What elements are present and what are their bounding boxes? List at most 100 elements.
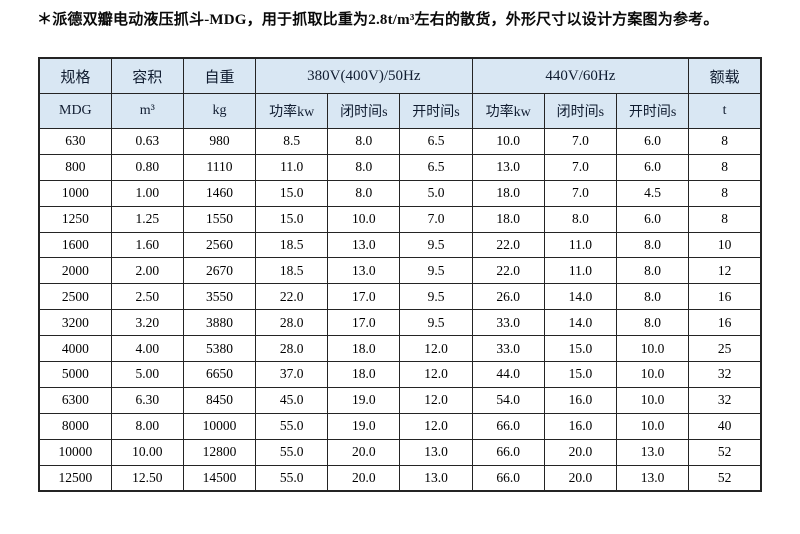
table-cell: 6.30 [110, 386, 184, 414]
table-cell: 8.5 [255, 128, 329, 155]
sub-header-cell: MDG [38, 93, 112, 129]
table-cell: 1600 [38, 231, 112, 259]
table-cell: 55.0 [255, 412, 329, 440]
table-header: 规格 容积 自重 380V(400V)/50Hz 440V/60Hz 额载 MDG m³ kg… [38, 57, 762, 129]
table-cell: 1000 [38, 179, 112, 207]
table-cell: 54.0 [471, 386, 545, 414]
table-cell: 14.0 [543, 283, 618, 311]
table-cell: 18.0 [471, 205, 545, 233]
table-cell: 10.00 [110, 438, 184, 466]
table-cell: 55.0 [255, 438, 329, 466]
table-cell: 7.0 [399, 205, 473, 233]
table-cell: 1460 [182, 179, 257, 207]
table-cell: 8.0 [543, 205, 618, 233]
table-cell: 0.63 [110, 128, 184, 155]
table-cell: 15.0 [255, 205, 329, 233]
table-cell: 7.0 [543, 128, 618, 155]
table-cell: 10.0 [615, 412, 690, 440]
table-cell: 16 [688, 283, 762, 311]
table-cell: 5.00 [110, 361, 184, 388]
sub-header-cell: 闭时间s [327, 93, 401, 129]
table-cell: 12 [688, 257, 762, 285]
table-cell: 2.50 [110, 283, 184, 311]
sub-header-cell: 功率kw [255, 93, 329, 129]
table-cell: 2.00 [110, 257, 184, 285]
table-cell: 32 [688, 361, 762, 388]
table-cell: 8000 [38, 412, 112, 440]
sub-header-cell: t [688, 93, 762, 129]
table-cell: 10.0 [471, 128, 545, 155]
table-cell: 20.0 [543, 464, 618, 492]
table-cell: 1110 [182, 153, 257, 181]
table-cell: 9.5 [399, 231, 473, 259]
group-header-cell: 额载 [688, 57, 762, 94]
table-cell: 8.0 [615, 309, 690, 337]
table-cell: 12.0 [399, 335, 473, 363]
table-cell: 6.0 [615, 128, 690, 155]
table-cell: 14.0 [543, 309, 618, 337]
table-cell: 10000 [38, 438, 112, 466]
table-cell: 6.0 [615, 153, 690, 181]
table-cell: 1.60 [110, 231, 184, 259]
table-cell: 6650 [182, 361, 257, 388]
table-row: 4000 4.00 5380 28.0 18.0 12.0 33.0 15.0 10.0 25 [38, 335, 762, 363]
table-cell: 18.5 [255, 257, 329, 285]
sub-header-cell: 开时间s [615, 93, 690, 129]
sub-header-cell: 功率kw [471, 93, 545, 129]
table-cell: 16.0 [543, 386, 618, 414]
group-header-cell: 规格 [38, 57, 112, 94]
group-header-cell: 380V(400V)/50Hz [255, 57, 473, 94]
table-cell: 1.25 [110, 205, 184, 233]
sub-header-cell: kg [182, 93, 257, 129]
table-cell: 25 [688, 335, 762, 363]
table-cell: 2670 [182, 257, 257, 285]
table-cell: 14500 [182, 464, 257, 492]
table-cell: 8.0 [615, 257, 690, 285]
table-cell: 12.0 [399, 361, 473, 388]
table-cell: 800 [38, 153, 112, 181]
table-cell: 13.0 [327, 231, 401, 259]
table-cell: 6300 [38, 386, 112, 414]
table-row: 2000 2.00 2670 18.5 13.0 9.5 22.0 11.0 8.0 12 [38, 257, 762, 285]
table-cell: 15.0 [543, 361, 618, 388]
table-cell: 10000 [182, 412, 257, 440]
table-cell: 66.0 [471, 412, 545, 440]
table-cell: 32 [688, 386, 762, 414]
table-cell: 15.0 [255, 179, 329, 207]
table-row: 8000 8.00 10000 55.0 19.0 12.0 66.0 16.0 10.0 40 [38, 412, 762, 440]
table-cell: 1.00 [110, 179, 184, 207]
table-cell: 26.0 [471, 283, 545, 311]
table-cell: 52 [688, 438, 762, 466]
sub-header-cell: m³ [110, 93, 184, 129]
table-cell: 13.0 [471, 153, 545, 181]
group-header-cell: 自重 [182, 57, 257, 94]
table-cell: 20.0 [327, 464, 401, 492]
group-header-row: 规格 容积 自重 380V(400V)/50Hz 440V/60Hz 额载 [38, 57, 762, 94]
table-cell: 10 [688, 231, 762, 259]
table-cell: 1550 [182, 205, 257, 233]
table-cell: 13.0 [615, 464, 690, 492]
table-cell: 18.5 [255, 231, 329, 259]
product-note: ＊派德双瓣电动液压抓斗-MDG，用于抓取比重为2.8t/m³左右的散货，外形尺寸… [37, 12, 719, 28]
table-cell: 6.5 [399, 128, 473, 155]
table-cell: 10.0 [327, 205, 401, 233]
table-cell: 44.0 [471, 361, 545, 388]
table-row: 1600 1.60 2560 18.5 13.0 9.5 22.0 11.0 8.0 10 [38, 231, 762, 259]
table-row: 3200 3.20 3880 28.0 17.0 9.5 33.0 14.0 8.0 16 [38, 309, 762, 337]
sub-header-cell: 开时间s [399, 93, 473, 129]
table-cell: 4.5 [615, 179, 690, 207]
table-cell: 18.0 [327, 335, 401, 363]
table-cell: 5380 [182, 335, 257, 363]
spec-table: 规格 容积 自重 380V(400V)/50Hz 440V/60Hz 额载 MDG m³ kg… [38, 57, 762, 493]
table-cell: 13.0 [399, 438, 473, 466]
table-cell: 28.0 [255, 309, 329, 337]
table-row: 630 0.63 980 8.5 8.0 6.5 10.0 7.0 6.0 8 [38, 128, 762, 155]
table-cell: 17.0 [327, 309, 401, 337]
table-cell: 66.0 [471, 438, 545, 466]
table-cell: 16.0 [543, 412, 618, 440]
table-row: 5000 5.00 6650 37.0 18.0 12.0 44.0 15.0 10.0 32 [38, 361, 762, 388]
table-cell: 8.0 [615, 231, 690, 259]
table-cell: 8 [688, 179, 762, 207]
table-cell: 33.0 [471, 335, 545, 363]
table-row: 12500 12.50 14500 55.0 20.0 13.0 66.0 20.0 13.0 5… [38, 464, 762, 492]
